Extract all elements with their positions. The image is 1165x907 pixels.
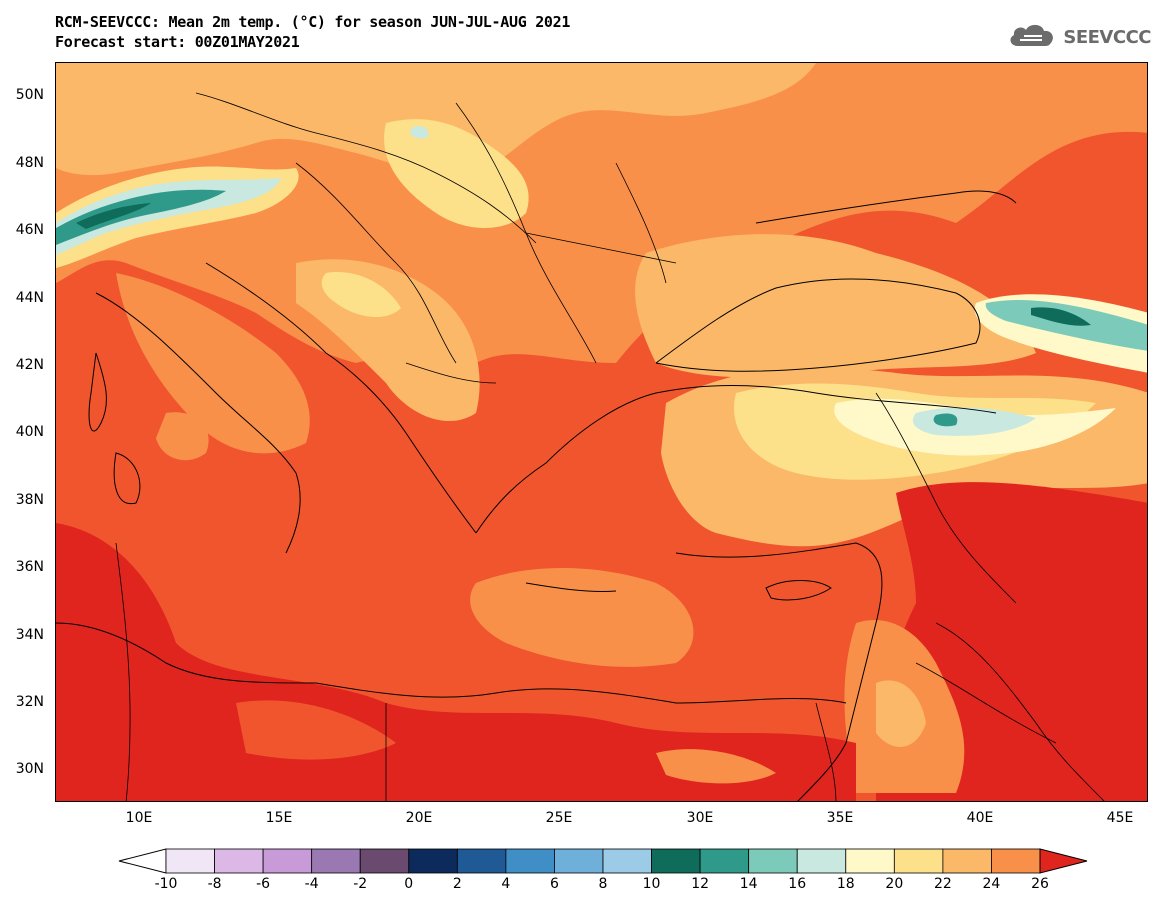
zone-east-med	[470, 568, 694, 667]
lat-label-40n: 40N	[15, 424, 44, 440]
lon-label-20e: 20E	[405, 810, 433, 826]
zone-alps-darkteal	[76, 203, 151, 229]
borders	[115, 92, 1105, 801]
map-canvas	[56, 63, 1147, 801]
zone-alps-cyan	[56, 178, 281, 255]
colorbar-swatch	[165, 848, 215, 874]
colorbar-swatch	[359, 848, 410, 874]
colorbar-tick-label: 8	[598, 876, 608, 892]
colorbar-tick-label: 26	[1031, 876, 1049, 892]
colorbar-tick-label: 14	[739, 876, 758, 892]
colorbar-tick-label: -6	[256, 876, 271, 892]
map-title: RCM-SEEVCCC: Mean 2m temp. (°C) for seas…	[55, 12, 570, 52]
colorbar	[118, 848, 1088, 874]
lon-label-25e: 25E	[545, 810, 573, 826]
zone-north-light	[56, 63, 816, 176]
colorbar-swatch	[699, 848, 750, 874]
colorbar-tick-label: 4	[501, 876, 511, 892]
colorbar-swatch	[991, 848, 1041, 874]
colorbar-tick-label: 10	[642, 876, 661, 892]
lon-label-10e: 10E	[125, 810, 153, 826]
colorbar-tick-label: -2	[353, 876, 368, 892]
zone-egypt-patch	[656, 749, 776, 784]
colorbar-swatch	[456, 848, 507, 874]
cloud-icon	[1006, 22, 1058, 53]
lat-label-30n: 30N	[15, 761, 44, 777]
lat-label-48n: 48N	[15, 155, 44, 171]
zone-jordan	[876, 680, 926, 747]
colorbar-swatch	[942, 848, 992, 874]
colorbar-swatch	[408, 848, 458, 874]
colorbar-tick-label: 12	[691, 876, 710, 892]
colorbar-tick-label: 24	[982, 876, 1001, 892]
colorbar-tick-label: -10	[154, 876, 178, 892]
colorbar-swatch	[214, 848, 264, 874]
colorbar-over-arrow	[1039, 848, 1088, 874]
colorbar-tick-label: 20	[885, 876, 904, 892]
colorbar-swatch	[796, 848, 847, 874]
zone-dinaric	[321, 272, 401, 318]
colorbar-swatch	[602, 848, 652, 874]
colorbar-swatch	[554, 848, 604, 874]
zone-alps-teal	[56, 189, 226, 245]
zone-caucasus-cyan	[985, 299, 1147, 351]
colorbar-tick-label: 6	[549, 876, 559, 892]
lat-label-46n: 46N	[15, 222, 44, 238]
lat-label-38n: 38N	[15, 492, 44, 508]
colorbar-tick-label: -8	[207, 876, 222, 892]
colorbar-tick-label: -4	[304, 876, 319, 892]
colorbar-tick-label: 0	[404, 876, 414, 892]
zone-italy	[116, 273, 310, 454]
lat-label-42n: 42N	[15, 357, 44, 373]
colorbar-swatch	[651, 848, 701, 874]
lat-label-50n: 50N	[15, 87, 44, 103]
zone-sardinia	[156, 412, 209, 461]
lon-label-30e: 30E	[686, 810, 714, 826]
lat-label-36n: 36N	[15, 559, 44, 575]
colorbar-swatch	[893, 848, 944, 874]
lon-label-45e: 45E	[1106, 810, 1134, 826]
colorbar-swatch	[505, 848, 555, 874]
title-line-2: Forecast start: 00Z01MAY2021	[55, 33, 300, 51]
small-cyan-patch	[410, 126, 429, 139]
title-line-1: RCM-SEEVCCC: Mean 2m temp. (°C) for seas…	[55, 13, 571, 31]
temperature-map	[55, 62, 1148, 802]
logo-text: SEEVCCC	[1063, 27, 1151, 48]
zone-black-sea	[635, 234, 1036, 378]
lon-label-15e: 15E	[265, 810, 293, 826]
colorbar-tick-label: 22	[933, 876, 952, 892]
zone-caucasus-teal	[1031, 307, 1091, 326]
colorbar-tick-label: 18	[836, 876, 855, 892]
colorbar-tick-label: 2	[452, 876, 462, 892]
lon-label-40e: 40E	[966, 810, 994, 826]
seevccc-logo: SEEVCCC	[1006, 22, 1151, 53]
colorbar-swatch	[311, 848, 361, 874]
zone-libya-patch	[236, 700, 396, 760]
zone-pannonia	[384, 119, 529, 228]
lat-label-32n: 32N	[15, 694, 44, 710]
colorbar-swatch	[262, 848, 313, 874]
lat-label-44n: 44N	[15, 290, 44, 306]
colorbar-swatch	[748, 848, 798, 874]
zone-anatolia-teal	[933, 413, 958, 427]
lat-label-34n: 34N	[15, 627, 44, 643]
lon-label-35e: 35E	[826, 810, 854, 826]
colorbar-swatch	[845, 848, 895, 874]
coastlines	[56, 190, 1017, 801]
colorbar-tick-label: 16	[788, 876, 807, 892]
colorbar-under-arrow	[118, 848, 167, 874]
